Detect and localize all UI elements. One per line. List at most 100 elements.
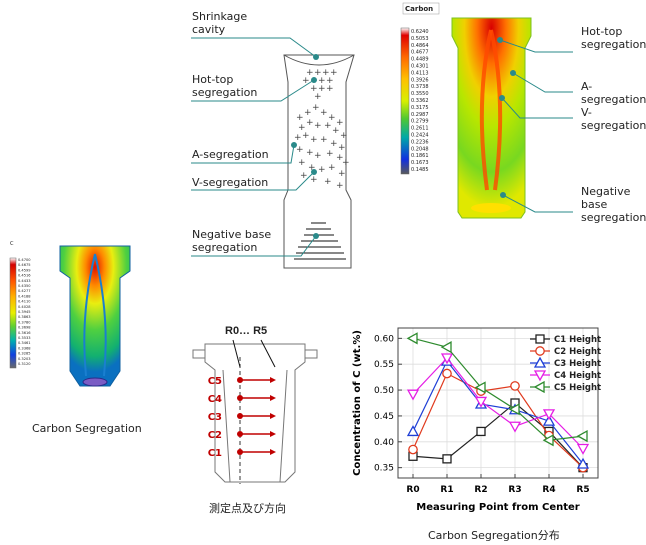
contour-panel: Carbon 0.6240 0.5053 0.4864 0.4677 0.4489 0.4…	[395, 0, 646, 230]
svg-text:+: +	[340, 131, 348, 141]
contour-legend-title: Carbon	[405, 5, 433, 13]
svg-text:+: +	[342, 158, 350, 168]
small-legend-value-9: 0.4028	[18, 305, 31, 309]
small-base-zone	[82, 377, 108, 387]
chart-xlabel: Measuring Point from Center	[416, 502, 580, 513]
series-1-point-1	[442, 454, 452, 464]
svg-text:+: +	[310, 84, 318, 94]
contour-legend-value-0: 0.6240	[411, 29, 429, 35]
contour-legend-value-3: 0.4677	[411, 50, 429, 56]
small-legend-value-12: 0.3780	[18, 320, 31, 324]
legend-label-4: C4 Height	[554, 371, 601, 381]
contour-figure: Carbon 0.62400.50530.48640.46770.44890.4…	[400, 2, 573, 219]
series-5	[406, 332, 588, 447]
svg-text:+: +	[330, 139, 338, 149]
contour-legend-bar	[400, 27, 410, 175]
svg-text:+: +	[320, 108, 328, 118]
contour-legend-value-18: 0.1861	[411, 153, 429, 159]
schematic-panel: + + + + + + + + + + + + + + + + + + + + + + + + + + + + + + + + + + + + + + + +…	[186, 0, 376, 275]
measure-panel: C5 C4 C3 C2 C1 R0… R5 測定点及び方向	[185, 322, 325, 522]
legend-label-2: C2 Height	[554, 347, 601, 357]
chart-ylabel: Concentration of C (wt.%)	[352, 330, 363, 476]
xtick-label: R2	[474, 485, 487, 495]
chart-plot-frame	[397, 327, 599, 479]
small-legend-value-3: 0.4516	[18, 274, 31, 278]
series-line-4	[412, 357, 584, 449]
svg-text:+: +	[336, 118, 344, 128]
ytick-label: 0.60	[374, 334, 394, 344]
svg-text:+: +	[326, 84, 334, 94]
shrinkage-curve	[283, 54, 355, 66]
legend-label-5: C5 Height	[554, 383, 601, 393]
svg-text:+: +	[310, 135, 318, 145]
contour-legend-value-1: 0.5053	[411, 36, 429, 42]
contour-legend-value-11: 0.3175	[411, 105, 429, 111]
svg-text:+: +	[298, 158, 306, 168]
measure-points: C5 C4 C3 C2 C1	[208, 376, 276, 459]
series-5-point-5	[576, 429, 588, 443]
small-legend-value-16: 0.3461	[18, 341, 31, 345]
svg-text:+: +	[338, 143, 346, 153]
segregation-marks: + + + ++ + ++ + +++ + + + + ++ + + + + ++ + + + + ++ + + + +++ + + ++…	[294, 68, 350, 191]
svg-text:+: +	[296, 113, 304, 123]
series-2-point-0	[408, 444, 418, 455]
small-legend-value-0: 0.4700	[18, 258, 31, 262]
series-1-point-2	[476, 426, 486, 437]
contour-label-hottop: Hot-top segregation	[581, 25, 646, 51]
concentration-chart: 0.35 0.40 0.45 0.50 0.55 0.60 R0 R1 R2 R3 R4 R5 C1…	[352, 327, 601, 513]
svg-text:+: +	[302, 131, 310, 141]
legend-marker-5	[533, 380, 545, 394]
ytick-label: 0.35	[374, 464, 394, 474]
small-legend-title: C	[10, 241, 14, 247]
svg-text:+: +	[320, 135, 328, 145]
chart-xticks: R0 R1 R2 R3 R4 R5	[406, 474, 590, 495]
small-v-line-right	[94, 253, 107, 377]
svg-text:+: +	[314, 121, 322, 131]
contour-label-negbase: Negative base segregation	[581, 185, 646, 224]
small-legend-value-17: 0.3368	[18, 346, 31, 350]
xtick-label: R5	[576, 485, 589, 495]
svg-text:+: +	[294, 133, 302, 143]
legend-marker-3	[533, 356, 547, 368]
svg-text:+: +	[336, 181, 344, 191]
measure-label-c2: C2	[208, 430, 222, 441]
series-4-point-5	[576, 443, 590, 455]
xtick-label: R0	[406, 485, 419, 495]
label-aseg: A-segregation	[192, 148, 269, 161]
contour-legend-value-7: 0.3926	[411, 77, 429, 83]
series-3-point-5	[576, 457, 590, 469]
svg-text:+: +	[332, 126, 340, 136]
negative-base-marks	[294, 222, 346, 260]
series-4-point-1	[440, 353, 454, 365]
svg-text:+: +	[322, 68, 330, 78]
series-4-point-2	[474, 396, 488, 408]
small-casting-body	[59, 245, 131, 387]
svg-text:+: +	[298, 123, 306, 133]
small-casting-panel: C 0.4700 0.4675 0.4599 0.4516 0.4433 0.4350 0.…	[0, 236, 160, 446]
series-5-point-0	[406, 332, 418, 345]
measure-title: R0… R5	[225, 325, 268, 337]
legend-label-1: C1 Height	[554, 335, 601, 345]
small-legend-value-20: 0.3120	[18, 362, 31, 366]
small-legend-value-10: 0.3945	[18, 310, 31, 314]
legend-marker-1	[535, 334, 545, 344]
contour-dots	[497, 37, 516, 198]
svg-text:+: +	[310, 175, 318, 185]
svg-text:+: +	[306, 118, 314, 128]
chart-panel: 0.35 0.40 0.45 0.50 0.55 0.60 R0 R1 R2 R3 R4 R5 C1…	[340, 315, 646, 545]
schematic-leaders	[191, 37, 317, 257]
series-line-3	[412, 359, 584, 465]
legend-label-3: C3 Height	[554, 359, 601, 369]
label-hottop: Hot-top segregation	[192, 73, 258, 99]
contour-legend-value-20: 0.1485	[411, 167, 429, 173]
contour-legend-value-5: 0.4301	[411, 64, 429, 70]
small-v-line-left	[83, 253, 96, 377]
svg-text:+: +	[318, 76, 326, 86]
measure-label-c5: C5	[208, 376, 222, 387]
small-legend-value-13: 0.3698	[18, 326, 31, 330]
svg-text:+: +	[330, 68, 338, 78]
svg-text:+: +	[300, 171, 308, 181]
label-shrinkage: Shrinkage cavity	[192, 10, 248, 36]
svg-text:+: +	[312, 103, 320, 113]
